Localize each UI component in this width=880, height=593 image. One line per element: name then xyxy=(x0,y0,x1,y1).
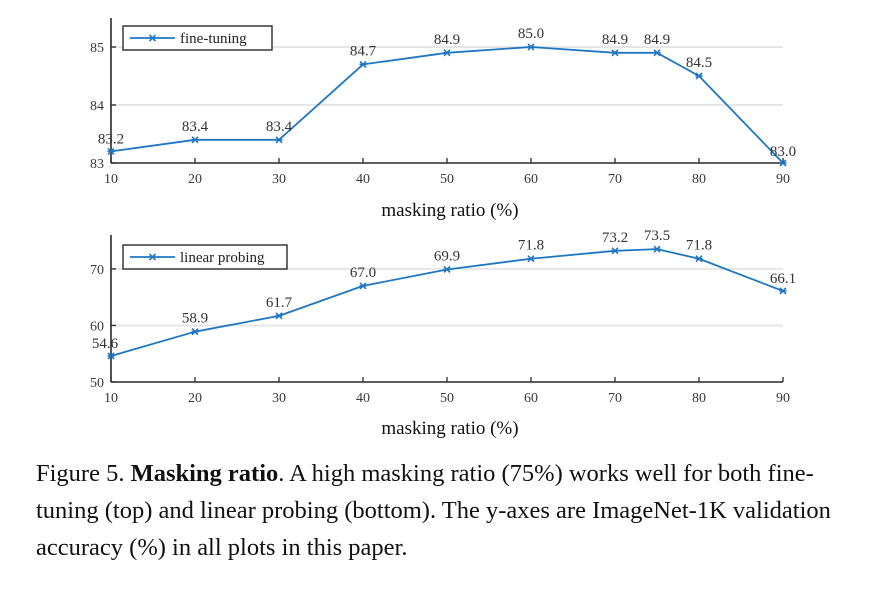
data-label: 84.9 xyxy=(602,32,628,48)
series-line xyxy=(110,46,784,164)
data-label: 58.9 xyxy=(182,311,208,327)
data-label: 71.8 xyxy=(686,238,712,254)
legend: linear probing xyxy=(122,244,288,270)
data-label: 71.8 xyxy=(518,238,544,254)
y-tick-label: 84 xyxy=(90,99,104,114)
data-point xyxy=(107,147,115,155)
x-axis-label: masking ratio (%) xyxy=(381,418,518,439)
data-label: 83.2 xyxy=(98,131,124,147)
x-tick-label: 30 xyxy=(272,172,286,187)
y-tick-label: 50 xyxy=(90,376,104,391)
x-tick-label: 60 xyxy=(524,172,538,187)
x-tick-label: 80 xyxy=(692,172,706,187)
legend-box xyxy=(122,244,288,270)
data-point xyxy=(359,60,367,68)
data-point xyxy=(653,49,661,57)
data-label: 66.1 xyxy=(770,271,796,287)
legend-label: fine-tuning xyxy=(180,31,247,47)
x-tick-label: 50 xyxy=(440,391,454,406)
legend-marker xyxy=(148,34,157,42)
data-point xyxy=(695,72,703,80)
x-tick-label: 10 xyxy=(104,391,118,406)
x-tick-label: 50 xyxy=(440,172,454,187)
x-tick-label: 60 xyxy=(524,391,538,406)
data-point xyxy=(779,159,787,167)
legend-label: linear probing xyxy=(180,250,265,266)
x-tick-label: 30 xyxy=(272,391,286,406)
x-tick-label: 70 xyxy=(608,391,622,406)
caption-text: . A high masking ratio (75%) works well … xyxy=(36,460,831,561)
chart-fine-tuning: 83 84 85 10 20 30 40 50 60 70 80 90 masking ratio (%… xyxy=(90,18,796,221)
x-tick-label: 90 xyxy=(776,391,790,406)
data-point xyxy=(359,282,367,290)
data-point xyxy=(611,49,619,57)
data-label: 84.7 xyxy=(350,43,377,59)
data-point xyxy=(191,136,199,144)
figure-caption: Figure 5. Masking ratio. A high masking … xyxy=(36,455,866,566)
data-label: 73.2 xyxy=(602,230,628,246)
x-axis-label: masking ratio (%) xyxy=(381,200,518,221)
data-label: 61.7 xyxy=(266,295,293,311)
data-point xyxy=(275,312,283,320)
caption-title: Masking ratio xyxy=(130,460,279,487)
data-point xyxy=(653,245,661,253)
data-label: 69.9 xyxy=(434,248,460,264)
x-tick-label: 80 xyxy=(692,391,706,406)
data-point xyxy=(443,49,451,57)
data-label: 67.0 xyxy=(350,265,376,281)
data-label: 54.6 xyxy=(92,336,119,352)
y-tick-label: 85 xyxy=(90,41,104,56)
data-point xyxy=(527,255,535,263)
x-tick-label: 20 xyxy=(188,391,202,406)
legend-marker xyxy=(148,253,157,261)
y-tick-label: 70 xyxy=(90,263,104,278)
data-label: 84.9 xyxy=(434,32,460,48)
data-label: 83.4 xyxy=(182,119,209,135)
y-tick-label: 60 xyxy=(90,319,104,334)
x-tick-label: 20 xyxy=(188,172,202,187)
data-label: 83.0 xyxy=(770,144,796,160)
data-point xyxy=(443,265,451,274)
data-label: 83.4 xyxy=(266,119,293,135)
series-line xyxy=(110,248,784,357)
y-tick-label: 83 xyxy=(90,157,104,172)
data-point xyxy=(191,328,199,336)
data-point xyxy=(275,136,283,144)
x-tick-label: 70 xyxy=(608,172,622,187)
x-tick-label: 40 xyxy=(356,172,370,187)
x-tick-label: 40 xyxy=(356,391,370,406)
data-point xyxy=(107,352,115,360)
legend: fine-tuning xyxy=(122,25,273,51)
data-point xyxy=(779,287,787,295)
chart-linear-probing: 50 60 70 10 20 30 40 50 60 70 80 90 masking ratio (%… xyxy=(90,228,796,439)
figure: 83 84 85 10 20 30 40 50 60 70 80 90 masking ratio (%… xyxy=(90,18,796,439)
data-point xyxy=(611,247,619,255)
x-tick-label: 90 xyxy=(776,172,790,187)
caption-prefix: Figure 5. xyxy=(36,460,131,487)
data-label: 73.5 xyxy=(644,228,670,244)
data-point xyxy=(695,255,703,263)
data-label: 85.0 xyxy=(518,26,544,42)
x-tick-label: 10 xyxy=(104,172,118,187)
data-point xyxy=(527,43,535,51)
data-label: 84.5 xyxy=(686,55,712,71)
data-label: 84.9 xyxy=(644,32,670,48)
